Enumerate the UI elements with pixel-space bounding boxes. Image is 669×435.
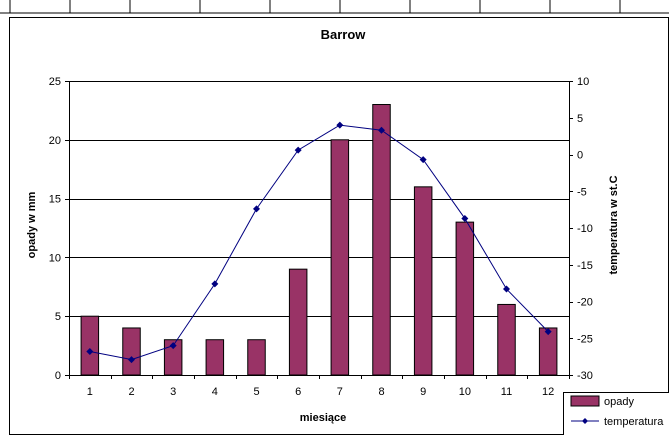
y2-axis-tick-labels: -30 -25 -20 -15 -10 -5 0 5 10 [577,76,593,382]
x-tick-label-6: 6 [295,386,301,398]
point-temperatura-3 [169,342,177,350]
x-tick-label-1: 1 [87,386,93,398]
x-tick-label-4: 4 [212,386,218,398]
bar-opady-5 [247,339,266,376]
line-temperatura [89,124,549,361]
point-temperatura-9 [419,156,427,164]
y-tick-label-0: 0 [55,370,61,382]
y-tick-label-3: 15 [49,194,61,206]
bar-series-opady [80,104,558,376]
bar-opady-11 [497,303,516,376]
x-tick-label-7: 7 [337,386,343,398]
bar-opady-6 [288,268,308,376]
x-tick-label-8: 8 [378,386,384,398]
x-axis-label: miesiące [300,412,346,424]
bar-opady-1 [80,315,100,376]
y2-axis-label: temperatura w st.C [608,175,620,274]
x-tick-label-9: 9 [420,386,426,398]
y2-tick-label-8: 10 [577,76,589,88]
bar-opady-4 [205,339,225,376]
axes [65,81,573,379]
point-temperatura-7 [336,121,344,129]
y-tick-label-4: 20 [49,135,61,147]
y-axis-tick-labels: 0 5 10 15 20 25 [49,76,61,382]
point-temperatura-8 [378,126,385,134]
x-tick-label-2: 2 [128,386,134,398]
legend: opady temperatura [563,392,669,435]
bar-opady-10 [455,221,475,376]
y2-tick-label-0: -30 [577,370,593,382]
y-tick-label-2: 10 [49,252,61,264]
x-axis-tick-labels: 1 2 3 4 5 6 7 8 9 10 11 12 [87,386,555,398]
y2-tick-label-4: -10 [577,223,593,235]
y2-tick-label-2: -20 [577,297,593,309]
point-temperatura-5 [253,205,260,213]
point-temperatura-1 [86,347,94,355]
top-table-fragment [0,0,669,14]
bar-opady-9 [413,186,433,376]
y-tick-label-1: 5 [55,311,61,323]
legend-swatch-opady [570,395,600,407]
bar-opady-2 [122,327,141,376]
bar-opady-7 [330,139,350,376]
y2-tick-label-5: -5 [577,186,587,198]
chart-title: Barrow [321,27,367,42]
gridlines [69,81,569,376]
x-tick-label-3: 3 [170,386,176,398]
y-tick-label-5: 25 [49,76,61,88]
legend-label-opady: opady [604,396,634,408]
point-temperatura-11 [503,285,510,293]
point-temperatura-2 [128,356,135,364]
bar-opady-8 [372,104,391,376]
point-temperatura-10 [461,214,469,222]
y2-tick-label-3: -15 [577,260,593,272]
x-tick-label-5: 5 [253,386,259,398]
point-temperatura-6 [294,146,302,154]
y2-tick-label-7: 5 [577,113,583,125]
x-tick-label-11: 11 [501,386,512,398]
point-temperatura-4 [211,280,219,288]
x-tick-label-10: 10 [459,386,471,398]
legend-marker-temperatura [582,418,588,424]
legend-label-temperatura: temperatura [604,416,664,428]
y-axis-label: opady w mm [26,191,38,258]
line-series-temperatura [86,121,552,364]
y2-tick-label-1: -25 [577,333,593,345]
y2-tick-label-6: 0 [577,150,583,162]
point-temperatura-12 [544,328,552,336]
x-tick-label-12: 12 [542,386,554,398]
